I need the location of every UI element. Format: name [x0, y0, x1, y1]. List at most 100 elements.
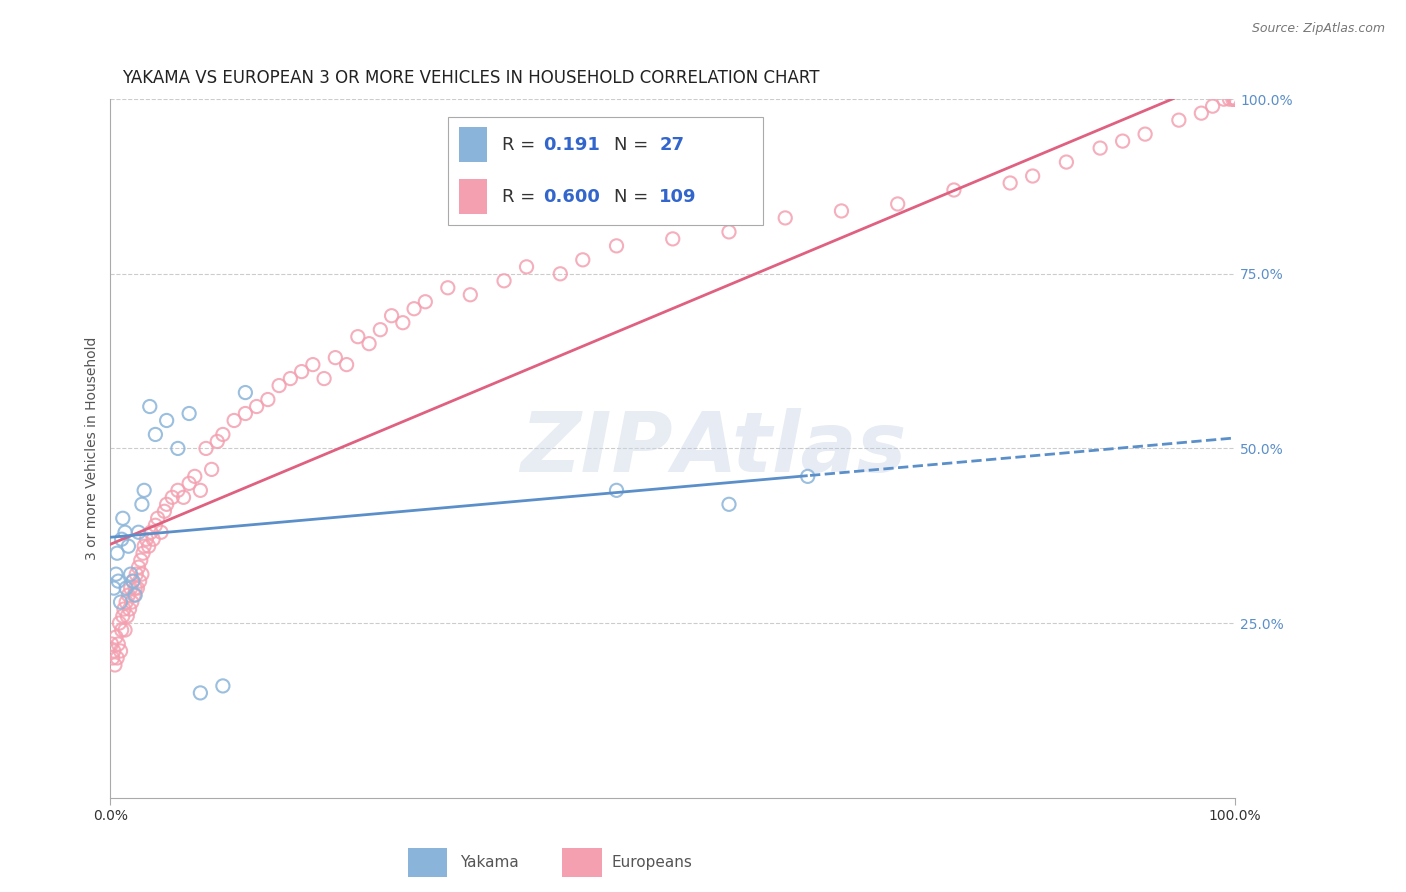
- Point: [104, 657, 127, 672]
- Point: [437, 281, 460, 295]
- Text: ZIP: ZIP: [520, 408, 672, 489]
- Point: [212, 427, 235, 442]
- Point: [146, 511, 169, 525]
- Point: [139, 400, 162, 414]
- Point: [145, 427, 167, 442]
- Point: [1223, 92, 1246, 106]
- Point: [942, 183, 965, 197]
- Point: [1223, 92, 1246, 106]
- Point: [1223, 92, 1246, 106]
- Point: [111, 623, 134, 637]
- Point: [111, 609, 134, 624]
- Point: [167, 483, 190, 498]
- Point: [128, 560, 150, 574]
- Point: [105, 651, 128, 665]
- Point: [179, 476, 201, 491]
- Point: [1223, 92, 1246, 106]
- Point: [162, 491, 184, 505]
- Point: [150, 525, 173, 540]
- Point: [1223, 92, 1246, 106]
- Point: [114, 525, 136, 540]
- Point: [122, 574, 145, 589]
- Point: [129, 553, 152, 567]
- Point: [115, 581, 138, 595]
- Point: [1088, 141, 1111, 155]
- Point: [1223, 92, 1246, 106]
- Point: [105, 567, 128, 582]
- Text: 109: 109: [659, 187, 697, 206]
- Point: [717, 225, 740, 239]
- Point: [325, 351, 347, 365]
- Point: [122, 574, 145, 589]
- Point: [515, 260, 537, 274]
- Point: [135, 533, 157, 547]
- Text: 0.600: 0.600: [543, 187, 600, 206]
- Point: [773, 211, 796, 225]
- Point: [1133, 127, 1156, 141]
- Point: [717, 497, 740, 511]
- Point: [392, 316, 415, 330]
- Point: [1223, 92, 1246, 106]
- Point: [1223, 92, 1246, 106]
- Point: [1021, 169, 1043, 183]
- Point: [998, 176, 1021, 190]
- Text: Yakama: Yakama: [460, 855, 519, 870]
- Point: [404, 301, 426, 316]
- Point: [207, 434, 229, 449]
- Point: [120, 567, 142, 582]
- Point: [103, 644, 125, 658]
- Point: [120, 581, 142, 595]
- Point: [131, 567, 153, 582]
- Y-axis label: 3 or more Vehicles in Household: 3 or more Vehicles in Household: [86, 337, 100, 560]
- Point: [1223, 92, 1246, 106]
- Point: [127, 581, 149, 595]
- Point: [257, 392, 280, 407]
- Point: [139, 525, 162, 540]
- Point: [1167, 113, 1189, 128]
- Point: [117, 539, 139, 553]
- Point: [128, 525, 150, 540]
- Point: [359, 336, 381, 351]
- Point: [571, 252, 593, 267]
- Point: [212, 679, 235, 693]
- Point: [107, 637, 129, 651]
- Point: [201, 462, 224, 476]
- Point: [381, 309, 404, 323]
- Point: [111, 533, 134, 547]
- Point: [235, 407, 257, 421]
- Point: [269, 378, 291, 392]
- Point: [1222, 92, 1244, 106]
- Point: [138, 539, 160, 553]
- FancyBboxPatch shape: [449, 117, 762, 225]
- Point: [128, 574, 150, 589]
- Point: [661, 232, 683, 246]
- Point: [107, 574, 129, 589]
- Text: R =: R =: [502, 187, 541, 206]
- Point: [100, 637, 122, 651]
- Point: [224, 413, 246, 427]
- Point: [370, 323, 392, 337]
- Point: [302, 358, 325, 372]
- Text: 0.191: 0.191: [543, 136, 600, 153]
- Point: [1218, 92, 1240, 106]
- Point: [145, 518, 167, 533]
- Point: [117, 588, 139, 602]
- FancyBboxPatch shape: [460, 128, 488, 162]
- Point: [605, 239, 627, 253]
- Point: [184, 469, 207, 483]
- Point: [1223, 92, 1246, 106]
- Point: [1223, 92, 1246, 106]
- Point: [1111, 134, 1133, 148]
- Point: [1201, 99, 1223, 113]
- FancyBboxPatch shape: [460, 179, 488, 214]
- Point: [173, 491, 195, 505]
- Point: [830, 203, 852, 218]
- Text: R =: R =: [502, 136, 541, 153]
- Point: [134, 483, 156, 498]
- Point: [195, 442, 218, 456]
- Text: Europeans: Europeans: [612, 855, 693, 870]
- Text: N =: N =: [614, 136, 654, 153]
- Point: [492, 274, 515, 288]
- Point: [156, 497, 179, 511]
- Point: [110, 595, 132, 609]
